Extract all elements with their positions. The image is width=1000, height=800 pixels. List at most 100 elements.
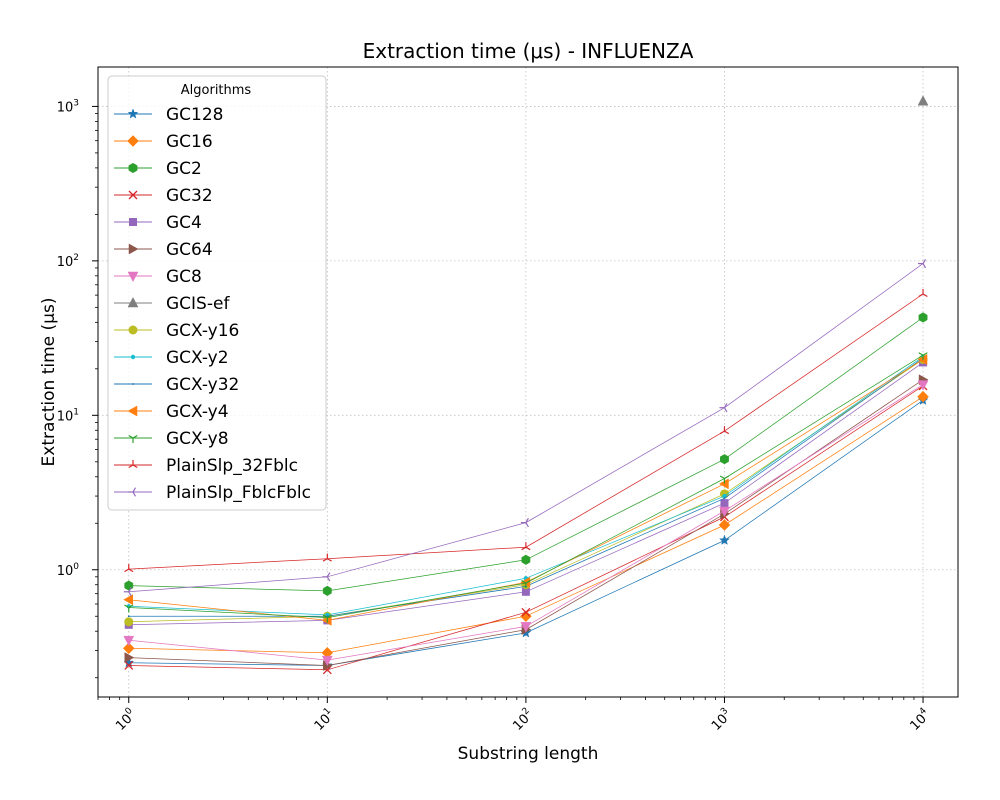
series-PlainSlp_32Fblc bbox=[124, 289, 928, 573]
data-point bbox=[124, 652, 135, 663]
legend-items: GC128 GC16 GC2 GC32 GC4 GC64 GC8 GCIS-ef GCX-y16… bbox=[114, 105, 311, 503]
series-GC16 bbox=[122, 390, 929, 659]
x-tick-exp: 4 bbox=[918, 706, 929, 717]
data-point bbox=[521, 607, 531, 617]
legend-item: GC4 bbox=[114, 213, 202, 233]
data-point bbox=[123, 635, 135, 647]
y-tick-base: 10 bbox=[57, 564, 74, 579]
data-point bbox=[124, 604, 134, 613]
data-point bbox=[521, 542, 531, 551]
legend-marker bbox=[127, 135, 139, 147]
legend-marker bbox=[128, 162, 138, 174]
data-point bbox=[322, 553, 332, 562]
legend-marker bbox=[130, 354, 136, 360]
legend-item: GCX-y4 bbox=[114, 402, 229, 422]
data-point bbox=[521, 587, 530, 596]
data-point bbox=[520, 517, 529, 528]
y-tick-label: 101 bbox=[57, 407, 79, 424]
legend-label: GC2 bbox=[166, 159, 202, 179]
series-layer bbox=[122, 95, 929, 675]
series-PlainSlp_FblcFblc bbox=[123, 259, 927, 597]
data-point bbox=[124, 617, 134, 627]
x-tick-label: 101 bbox=[310, 706, 338, 734]
x-tick-exp: 1 bbox=[322, 706, 333, 717]
y-tick-label: 102 bbox=[57, 253, 79, 270]
data-point bbox=[321, 655, 333, 667]
legend-label: GCX-y8 bbox=[166, 429, 229, 449]
legend-item: GC16 bbox=[114, 132, 213, 152]
legend-label: PlainSlp_32Fblc bbox=[166, 456, 298, 476]
legend-label: GCX-y32 bbox=[166, 375, 239, 395]
legend-item: GCX-y2 bbox=[114, 348, 229, 368]
legend-marker bbox=[128, 325, 138, 335]
data-point bbox=[917, 380, 929, 391]
legend-marker bbox=[132, 383, 134, 385]
data-point bbox=[520, 622, 532, 633]
series-GC2 bbox=[124, 312, 928, 596]
data-point bbox=[122, 642, 135, 655]
data-point bbox=[718, 519, 731, 531]
y-tick-base: 10 bbox=[57, 409, 74, 424]
legend-marker bbox=[127, 271, 139, 283]
x-tick-label: 100 bbox=[112, 706, 140, 734]
legend-marker bbox=[128, 434, 138, 443]
legend-marker bbox=[127, 296, 139, 308]
data-point bbox=[326, 615, 329, 618]
legend-item: GCX-y32 bbox=[114, 375, 239, 395]
x-tick-label: 104 bbox=[906, 706, 934, 734]
legend-label: GCX-y16 bbox=[166, 321, 239, 341]
y-tick-base: 10 bbox=[57, 255, 74, 270]
data-point bbox=[719, 534, 730, 545]
data-point bbox=[322, 614, 332, 623]
data-point bbox=[918, 312, 928, 323]
y-tick-base: 10 bbox=[57, 100, 74, 115]
legend-marker bbox=[127, 108, 139, 119]
data-point bbox=[918, 259, 927, 269]
data-point bbox=[720, 454, 729, 465]
legend: Algorithms GC128 GC16 GC2 GC32 GC4 GC64 GC8 GCI… bbox=[107, 75, 327, 511]
series-GC8 bbox=[123, 380, 929, 667]
data-point bbox=[521, 580, 531, 589]
chart-title: Extraction time (μs) - INFLUENZA bbox=[363, 39, 694, 63]
data-point bbox=[127, 615, 130, 618]
data-point bbox=[918, 289, 928, 298]
legend-box bbox=[107, 75, 327, 511]
y-tick-exp: 0 bbox=[73, 562, 79, 572]
legend-item: PlainSlp_32Fblc bbox=[114, 456, 298, 476]
data-point bbox=[719, 506, 730, 518]
legend-label: PlainSlp_FblcFblc bbox=[166, 483, 311, 503]
data-point bbox=[322, 585, 332, 596]
series-GCIS-ef bbox=[917, 95, 929, 106]
data-point bbox=[124, 580, 134, 591]
y-tick-exp: 3 bbox=[73, 98, 79, 108]
data-point bbox=[719, 475, 730, 484]
x-tick-label: 103 bbox=[708, 706, 736, 734]
x-tick-label: 102 bbox=[509, 706, 537, 734]
legend-item: GC2 bbox=[114, 159, 202, 179]
data-point bbox=[720, 499, 729, 508]
legend-item: GC32 bbox=[114, 186, 213, 206]
legend-item: GC128 bbox=[114, 105, 224, 125]
data-point bbox=[123, 594, 134, 606]
legend-label: GCIS-ef bbox=[166, 294, 230, 314]
legend-marker bbox=[129, 218, 137, 226]
y-axis-label: Extraction time (μs) bbox=[39, 298, 59, 467]
series-GCX-y8 bbox=[124, 352, 928, 623]
legend-marker bbox=[127, 405, 138, 417]
data-point bbox=[917, 95, 929, 106]
legend-marker bbox=[128, 487, 137, 497]
legend-label: GC64 bbox=[166, 240, 213, 260]
legend-marker bbox=[128, 460, 138, 469]
legend-item: GCIS-ef bbox=[114, 294, 230, 314]
legend-item: GC64 bbox=[114, 240, 213, 260]
legend-marker bbox=[128, 243, 139, 255]
data-point bbox=[124, 564, 134, 573]
plot-frame bbox=[97, 66, 959, 698]
legend-title: Algorithms bbox=[181, 83, 252, 98]
x-tick-exp: 0 bbox=[124, 706, 135, 717]
data-point bbox=[322, 572, 331, 582]
y-tick-exp: 2 bbox=[73, 253, 79, 263]
data-point bbox=[918, 352, 928, 361]
